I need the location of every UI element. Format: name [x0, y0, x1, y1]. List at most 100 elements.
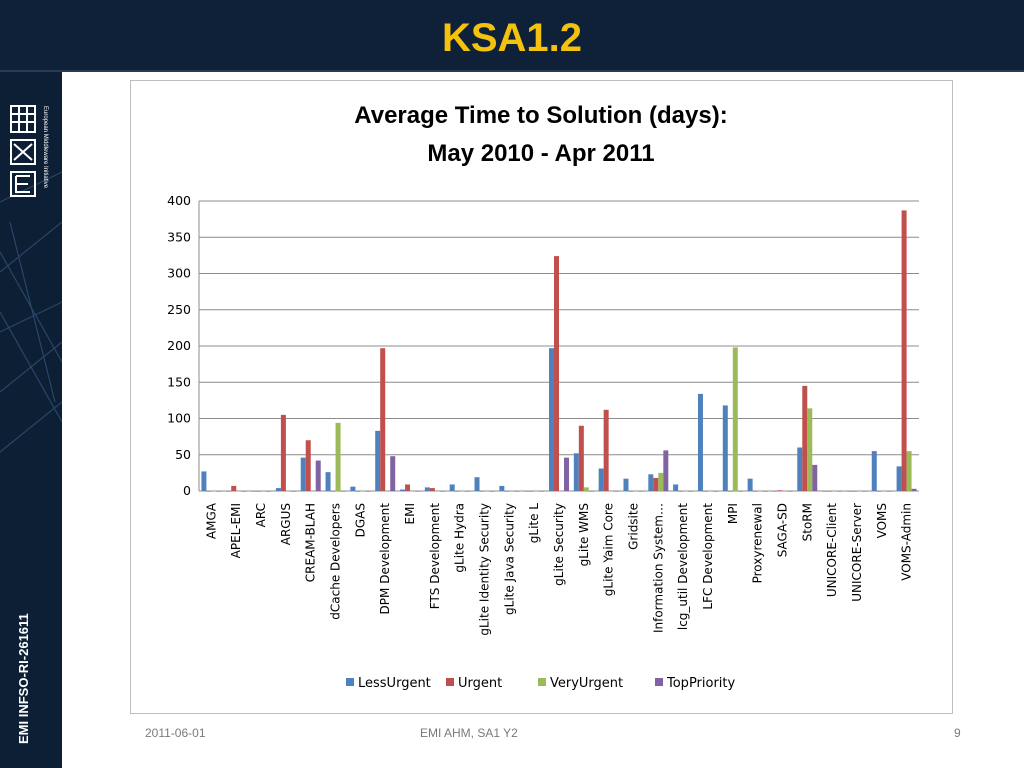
- bar-urgent-18: [653, 477, 659, 491]
- legend-label: TopPriority: [666, 676, 736, 691]
- x-tick-label: gLite Java Security: [502, 503, 516, 615]
- bar-veryurgent-25: [832, 491, 838, 492]
- x-tick-label: gLite L: [527, 503, 541, 544]
- bar-urgent-28: [901, 210, 907, 492]
- bar-urgent-4: [305, 440, 311, 491]
- x-tick-label: DGAS: [353, 503, 367, 537]
- bar-lessurgent-28: [896, 466, 902, 491]
- bar-lessurgent-11: [474, 477, 480, 491]
- bar-urgent-10: [454, 491, 460, 492]
- legend-swatch-lessurgent: [346, 678, 354, 686]
- bar-lessurgent-0: [201, 471, 207, 491]
- bar-toppriority-24: [812, 464, 818, 491]
- header-bar: [0, 0, 1024, 72]
- bar-veryurgent-3: [285, 491, 291, 492]
- x-tick-label: UNICORE-Server: [850, 503, 864, 602]
- bar-lessurgent-16: [598, 468, 604, 491]
- bar-lessurgent-15: [573, 453, 579, 491]
- x-tick-label: gLite Security: [552, 503, 566, 586]
- bar-urgent-14: [554, 256, 559, 491]
- legend-swatch-toppriority: [655, 678, 663, 686]
- bar-toppriority-27: [886, 491, 892, 492]
- x-tick-label: FTS Development: [428, 503, 442, 610]
- chart-frame: Average Time to Solution (days): May 201…: [130, 80, 953, 714]
- legend-label: Urgent: [458, 676, 502, 691]
- bar-urgent-12: [504, 491, 510, 492]
- x-tick-label: VOMS: [875, 503, 889, 538]
- bar-toppriority-19: [688, 491, 694, 492]
- legend-label: LessUrgent: [358, 676, 431, 691]
- bar-toppriority-26: [861, 491, 867, 492]
- bar-lessurgent-13: [524, 491, 530, 492]
- bar-veryurgent-12: [509, 491, 515, 492]
- bar-veryurgent-14: [559, 491, 564, 492]
- x-tick-label: CREAM-BLAH: [304, 503, 318, 582]
- chart-title-line-1: Average Time to Solution (days):: [354, 102, 727, 129]
- bar-veryurgent-1: [236, 491, 242, 492]
- bar-urgent-11: [479, 491, 485, 492]
- bar-toppriority-16: [613, 491, 619, 492]
- bar-veryurgent-23: [782, 491, 788, 492]
- slide-title: KSA1.2: [441, 16, 583, 60]
- bar-lessurgent-17: [623, 478, 629, 491]
- bar-urgent-23: [777, 490, 783, 491]
- bar-toppriority-10: [464, 491, 470, 492]
- bar-toppriority-22: [762, 491, 768, 492]
- x-tick-label: APEL-EMI: [229, 503, 243, 558]
- bar-toppriority-18: [663, 450, 669, 491]
- bar-veryurgent-19: [683, 491, 689, 492]
- bar-urgent-8: [405, 484, 411, 491]
- bar-veryurgent-18: [658, 472, 664, 491]
- x-tick-label: EMI: [403, 503, 417, 524]
- x-tick-label: Gridsite: [626, 503, 640, 550]
- bar-veryurgent-27: [881, 491, 887, 492]
- y-tick-label: 300: [167, 266, 191, 281]
- bar-toppriority-4: [315, 460, 321, 491]
- sidebar: European Middleware Initiative: [0, 72, 62, 768]
- x-tick-label: gLite Identity Security: [478, 503, 492, 636]
- bar-veryurgent-2: [261, 491, 267, 492]
- bar-urgent-0: [206, 491, 212, 492]
- legend-swatch-urgent: [446, 678, 454, 686]
- bar-lessurgent-7: [375, 430, 381, 491]
- sidebar-decoration: [0, 171, 62, 453]
- legend-swatch-veryurgent: [538, 678, 546, 686]
- bar-toppriority-0: [216, 491, 222, 492]
- x-tick-label: ARGUS: [279, 503, 293, 545]
- bar-toppriority-20: [712, 491, 718, 492]
- bar-urgent-13: [529, 491, 535, 492]
- bar-toppriority-11: [489, 491, 495, 492]
- bar-toppriority-12: [514, 491, 520, 492]
- bar-toppriority-28: [911, 488, 917, 491]
- bar-veryurgent-4: [310, 491, 316, 492]
- x-tick-label: gLite WMS: [577, 503, 591, 566]
- bar-urgent-2: [256, 491, 262, 492]
- x-tick-label: gLite Hydra: [453, 503, 467, 573]
- bar-lessurgent-27: [871, 451, 877, 491]
- bar-veryurgent-5: [335, 422, 341, 491]
- bar-veryurgent-13: [534, 491, 540, 492]
- bar-lessurgent-23: [772, 491, 778, 492]
- bar-lessurgent-9: [424, 487, 430, 491]
- x-tick-label: Proxyrenewal: [751, 503, 765, 583]
- bar-urgent-7: [380, 348, 386, 491]
- bar-toppriority-21: [737, 491, 743, 492]
- bar-veryurgent-17: [633, 491, 639, 492]
- bar-veryurgent-28: [906, 451, 912, 491]
- bar-urgent-20: [702, 491, 708, 492]
- bar-veryurgent-24: [807, 408, 813, 491]
- bar-toppriority-13: [539, 491, 545, 492]
- legend: LessUrgent Urgent VeryUrgent TopPriority: [346, 676, 736, 691]
- y-tick-label: 50: [175, 447, 191, 462]
- bar-lessurgent-12: [499, 485, 505, 491]
- bar-lessurgent-3: [275, 488, 281, 491]
- x-tick-label: StoRM: [800, 503, 814, 541]
- x-tick-label: LFC Development: [701, 503, 715, 610]
- bar-veryurgent-21: [732, 347, 738, 491]
- bar-urgent-19: [678, 491, 684, 492]
- bar-veryurgent-22: [757, 491, 763, 492]
- bar-urgent-15: [578, 425, 584, 491]
- chart-title-line-2: May 2010 - Apr 2011: [427, 140, 654, 167]
- footer-event: EMI AHM, SA1 Y2: [420, 726, 518, 740]
- bar-veryurgent-0: [211, 491, 217, 492]
